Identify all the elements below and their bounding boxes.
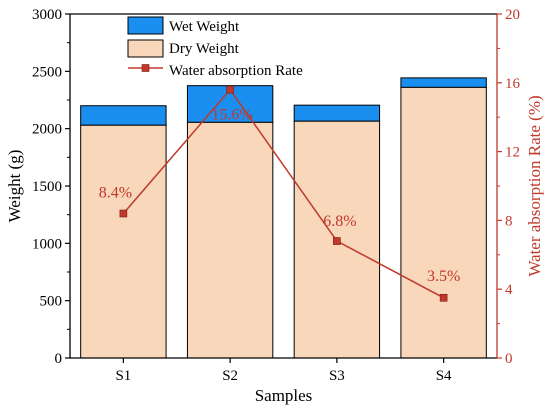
rate-point-s2 — [226, 85, 234, 94]
rate-label-s1: 8.4% — [99, 185, 132, 202]
legend-label-dry: Dry Weight — [169, 41, 240, 57]
bar-dry-s1 — [80, 124, 167, 359]
x-axis-title: Samples — [255, 386, 313, 405]
y-axis-right-title: Water absorption Rate (%) — [525, 95, 544, 276]
bar-wet-s4 — [400, 77, 487, 88]
left-axis-ticks: 0 500 1000 1500 2000 2500 3000 — [32, 7, 70, 367]
legend-label-wet: Wet Weight — [169, 19, 240, 35]
bar-wet-s3 — [293, 104, 381, 122]
y-right-tick-label: 4 — [505, 282, 513, 298]
legend-swatch-wet — [127, 16, 164, 35]
y-tick-label: 0 — [55, 351, 63, 367]
rate-point-s3 — [333, 237, 341, 245]
y-right-tick-label: 8 — [505, 213, 513, 229]
legend: Wet Weight Dry Weight Water absorption R… — [127, 16, 303, 79]
rate-label-s2: 15.6% — [211, 107, 252, 124]
y-tick-label: 3000 — [32, 7, 62, 23]
x-tick-label-s3: S3 — [329, 368, 345, 384]
y-right-tick-label: 20 — [505, 7, 520, 23]
y-tick-label: 1500 — [32, 179, 62, 195]
y-axis-title: Weight (g) — [5, 150, 24, 223]
rate-point-s1 — [119, 209, 128, 218]
right-axis-ticks: 0 4 8 12 16 20 — [497, 7, 521, 367]
bar-dry-s2 — [186, 121, 274, 359]
y-tick-label: 2500 — [32, 64, 62, 80]
y-tick-label: 500 — [40, 294, 63, 310]
y-right-tick-label: 12 — [505, 145, 520, 161]
rate-series-line — [122, 88, 444, 299]
rate-label-s3: 6.8% — [323, 213, 356, 230]
rate-label-s4: 3.5% — [427, 268, 460, 285]
y-right-tick-label: 16 — [505, 76, 521, 92]
y-tick-label: 1000 — [32, 236, 62, 252]
x-tick-label-s2: S2 — [222, 368, 238, 384]
x-tick-label-s1: S1 — [115, 368, 131, 384]
rate-point-s4 — [439, 293, 448, 302]
y-tick-label: 2000 — [32, 122, 62, 138]
x-tick-label-s4: S4 — [436, 368, 452, 384]
bar-dry-s4 — [400, 86, 487, 359]
legend-swatch-dry — [127, 39, 164, 58]
legend-marker-rate — [141, 64, 150, 72]
legend-label-rate: Water absorption Rate — [169, 63, 303, 79]
x-axis-ticks: S1 S2 S3 S4 — [115, 358, 452, 384]
rate-line-layer — [119, 85, 448, 302]
bar-wet-s1 — [80, 105, 167, 126]
data-labels-layer: 8.4% 15.6% 6.8% 3.5% — [99, 107, 461, 285]
y-right-tick-label: 0 — [505, 351, 513, 367]
bars-layer — [80, 77, 487, 359]
